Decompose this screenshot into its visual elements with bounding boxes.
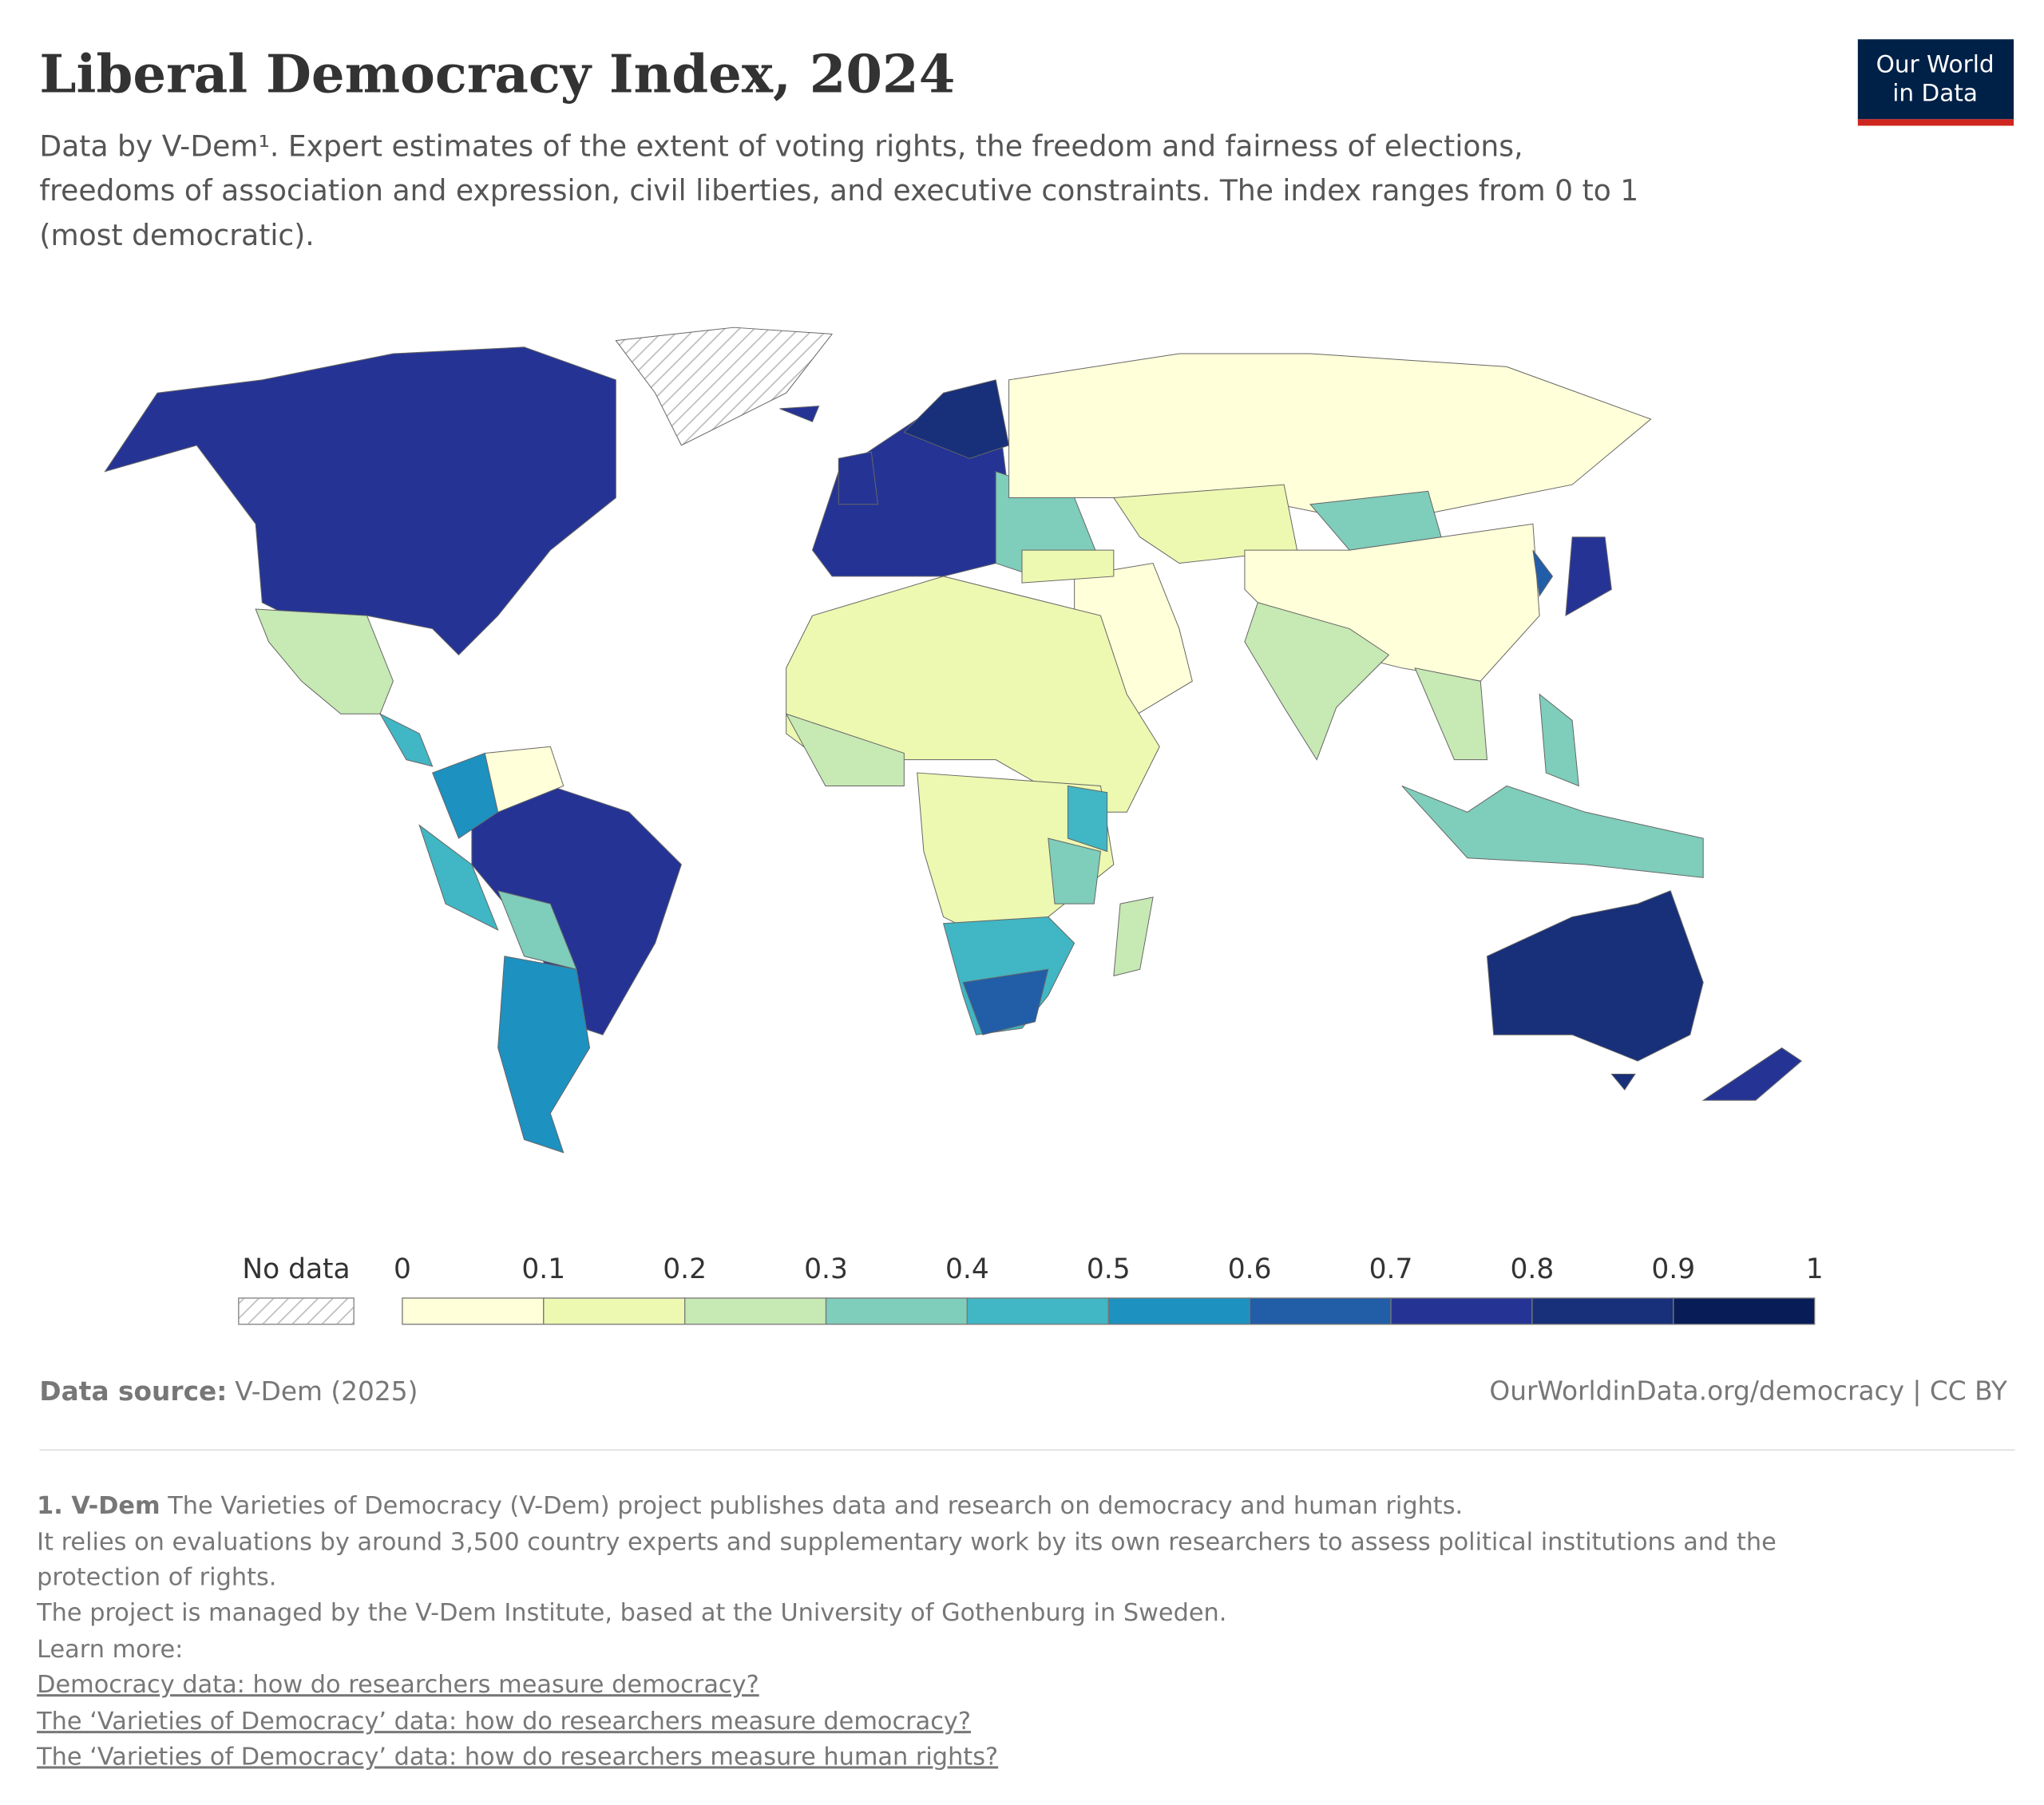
- note-text: The Varieties of Democracy (V-Dem) proje…: [160, 1491, 1464, 1519]
- logo-bar: [1857, 119, 2014, 126]
- link[interactable]: Democracy data: how do researchers measu…: [37, 1671, 759, 1699]
- source: Data source: V-Dem (2025): [39, 1376, 418, 1407]
- region: [104, 346, 616, 656]
- logo-text: Our World: [1876, 51, 1994, 78]
- region: [1532, 549, 1554, 597]
- note: Learn more:: [37, 1636, 183, 1664]
- legend-tick-label: 0: [394, 1253, 411, 1285]
- region: [1112, 484, 1298, 564]
- legend-bin: [1531, 1297, 1674, 1325]
- region: [1539, 693, 1579, 787]
- region: [962, 968, 1049, 1035]
- logo-box: [1857, 39, 2014, 120]
- region: [484, 746, 564, 813]
- legend-bin: [402, 1297, 545, 1325]
- subtitle: (most democratic).: [39, 219, 314, 252]
- note: 1. V-Dem The Varieties of Democracy (V-D…: [37, 1491, 1463, 1519]
- url[interactable]: OurWorldinData.org/democracy | CC BY: [1489, 1376, 2007, 1407]
- legend-bin: [1390, 1297, 1533, 1325]
- link[interactable]: The ‘Varieties of Democracy’ data: how d…: [36, 1708, 971, 1736]
- region: [378, 713, 434, 767]
- legend-tick-label: 0.6: [1228, 1253, 1272, 1285]
- legend-bin: [1107, 1297, 1250, 1325]
- legend-tick-label: 0.1: [521, 1253, 565, 1285]
- region: [1486, 890, 1704, 1062]
- region: [1048, 837, 1101, 904]
- region: [838, 451, 879, 505]
- region: [1610, 1073, 1636, 1091]
- no-data-swatch: [237, 1297, 355, 1325]
- link[interactable]: The ‘Varieties of Democracy’ data: how d…: [36, 1743, 998, 1771]
- legend-tick-label: 0.2: [663, 1253, 707, 1285]
- legend-bin: [1249, 1297, 1392, 1325]
- legend-tick-label: 0.3: [804, 1253, 848, 1285]
- subtitle: Data by V-Dem¹. Expert estimates of the …: [39, 129, 1523, 163]
- legend-tick-label: 0.5: [1087, 1253, 1131, 1285]
- region: [779, 406, 820, 422]
- legend-bin: [543, 1297, 686, 1325]
- region: [1244, 602, 1390, 761]
- note: The project is managed by the V-Dem Inst…: [36, 1599, 1226, 1627]
- note: protection of rights.: [37, 1564, 276, 1592]
- region: [785, 713, 905, 786]
- title: Liberal Democracy Index, 2024: [39, 43, 955, 105]
- region: [1414, 667, 1488, 761]
- no-data-label: No data: [242, 1253, 350, 1285]
- legend-tick-label: 0.7: [1369, 1253, 1413, 1285]
- region: [903, 379, 1010, 459]
- subtitle: freedoms of association and expression, …: [39, 174, 1638, 208]
- legend-bin: [825, 1297, 969, 1325]
- region: [418, 824, 499, 931]
- region: [1401, 785, 1704, 878]
- legend-tick-label: 0.8: [1511, 1253, 1555, 1285]
- region: [1021, 549, 1115, 584]
- note-heading: 1. V-Dem: [37, 1491, 160, 1519]
- source-label: Data source:: [39, 1376, 227, 1407]
- legend-tick-label: 0.9: [1651, 1253, 1695, 1285]
- region: [1701, 1047, 1803, 1101]
- region: [1008, 353, 1652, 524]
- region: [1113, 897, 1154, 977]
- world-map: [104, 327, 1803, 1154]
- logo-text: in Data: [1892, 80, 1978, 107]
- legend-tick-label: 1: [1806, 1253, 1824, 1285]
- legend-bin: [966, 1297, 1109, 1325]
- region: [1565, 536, 1612, 617]
- note: It relies on evaluations by around 3,500…: [37, 1528, 1777, 1556]
- legend-tick-label: 0.4: [945, 1253, 989, 1285]
- logo[interactable]: Our World in Data: [1857, 39, 2014, 126]
- region-no-data: [615, 327, 834, 446]
- source-text: V-Dem (2025): [235, 1376, 418, 1407]
- legend: 0 0.1 0.2 0.3 0.4 0.5 0.6 0.7 0.8 0.9 1: [394, 1253, 1824, 1325]
- region: [497, 956, 591, 1154]
- region: [1067, 785, 1108, 853]
- legend-bin: [1673, 1297, 1816, 1325]
- region: [255, 608, 394, 714]
- legend-bin: [684, 1297, 827, 1325]
